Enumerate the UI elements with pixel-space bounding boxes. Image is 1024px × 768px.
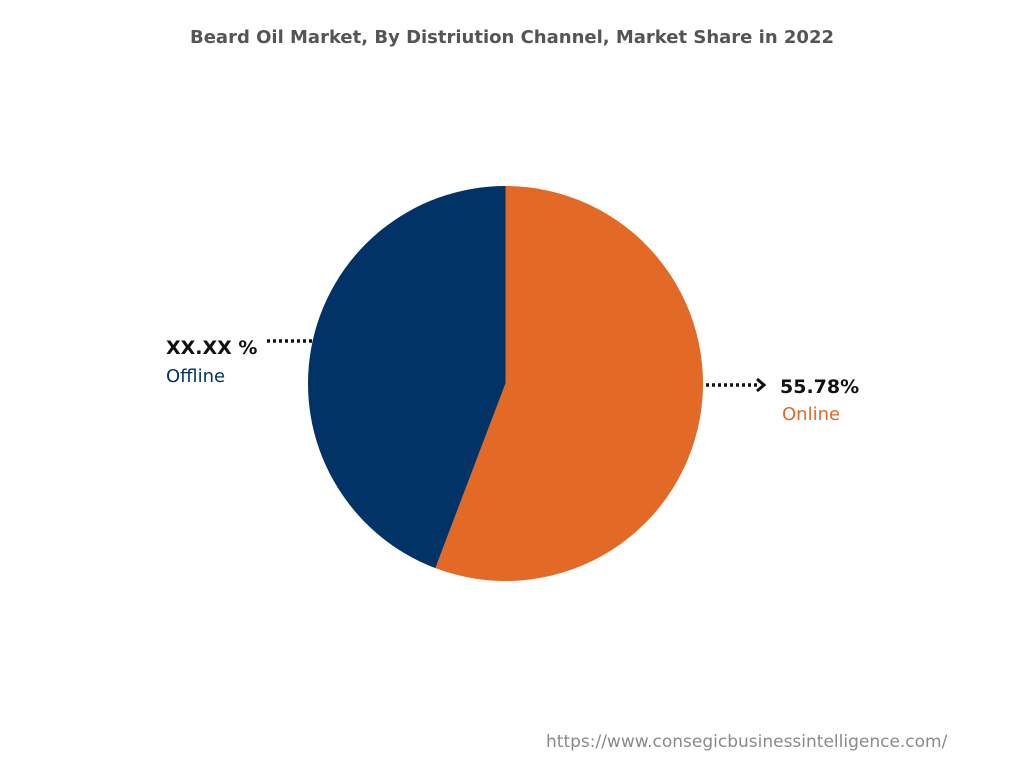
offline-category-label: Offline — [166, 366, 226, 387]
source-url: https://www.consegicbusinessintelligence… — [546, 732, 948, 752]
online-category-label: Online — [782, 404, 841, 425]
pie-slice-offline — [308, 186, 506, 569]
online-arrow-icon — [756, 377, 767, 393]
pie-slice-online — [435, 186, 703, 581]
offline-value-label: XX.XX % — [166, 337, 258, 359]
chart-title: Beard Oil Market, By Distriution Channel… — [190, 27, 834, 48]
online-value-label: 55.78% — [780, 376, 860, 398]
